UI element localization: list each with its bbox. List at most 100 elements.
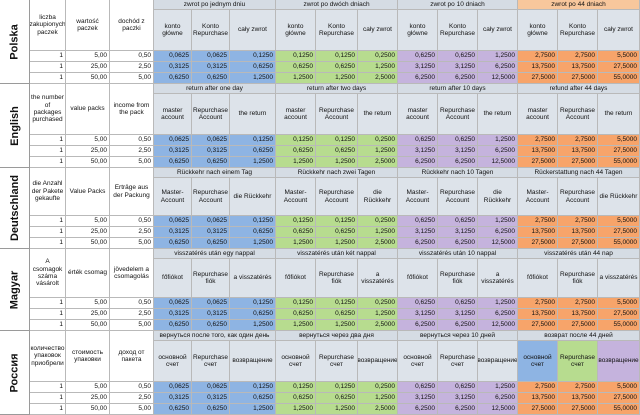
value-cell[interactable]: 2,7500 xyxy=(558,216,598,227)
group-header[interactable]: return after two days xyxy=(276,84,398,94)
packages-count-cell[interactable]: 1 xyxy=(30,298,66,309)
value-cell[interactable]: 0,1250 xyxy=(316,51,358,62)
sub-header[interactable]: a visszatérés xyxy=(478,259,518,298)
value-cell[interactable]: 6,2500 xyxy=(438,73,478,84)
column-header[interactable]: стоимость упаковки xyxy=(66,331,110,382)
value-cell[interactable]: 27,5000 xyxy=(518,157,558,168)
packages-count-cell[interactable]: 1 xyxy=(30,393,66,404)
value-cell[interactable]: 13,7500 xyxy=(558,393,598,404)
value-cell[interactable]: 2,7500 xyxy=(558,382,598,393)
value-cell[interactable]: 0,2500 xyxy=(358,298,398,309)
value-cell[interactable]: 27,5000 xyxy=(518,404,558,415)
value-cell[interactable]: 0,6250 xyxy=(276,227,316,238)
value-cell[interactable]: 3,1250 xyxy=(438,62,478,73)
packages-count-cell[interactable]: 1 xyxy=(30,309,66,320)
sub-header[interactable]: master account xyxy=(276,94,316,135)
value-cell[interactable]: 1,2500 xyxy=(230,404,276,415)
column-header[interactable]: érték csomag xyxy=(66,249,110,298)
column-header[interactable]: A csomagok száma vásárolt xyxy=(30,249,66,298)
group-header[interactable]: Rückerstattung nach 44 Tagen xyxy=(518,168,640,178)
value-cell[interactable]: 3,1250 xyxy=(398,146,438,157)
value-cell[interactable]: 1,2500 xyxy=(316,404,358,415)
value-cell[interactable]: 0,0625 xyxy=(192,51,230,62)
value-cell[interactable]: 1,2500 xyxy=(276,73,316,84)
value-cell[interactable]: 12,5000 xyxy=(478,404,518,415)
value-cell[interactable]: 1,2500 xyxy=(478,216,518,227)
value-cell[interactable]: 6,2500 xyxy=(398,238,438,249)
value-cell[interactable]: 0,6250 xyxy=(316,393,358,404)
value-cell[interactable]: 13,7500 xyxy=(558,62,598,73)
value-cell[interactable]: 0,6250 xyxy=(230,227,276,238)
value-cell[interactable]: 0,6250 xyxy=(276,393,316,404)
sub-header[interactable]: Repurchase fiók xyxy=(558,259,598,298)
value-cell[interactable]: 12,5000 xyxy=(478,157,518,168)
value-cell[interactable]: 0,1250 xyxy=(230,51,276,62)
sub-header[interactable]: the return xyxy=(230,94,276,135)
sub-header[interactable]: Repurchase счет xyxy=(192,341,230,382)
sub-header[interactable]: cały zwrot xyxy=(358,10,398,51)
sub-header[interactable]: die Rückkehr xyxy=(598,178,640,216)
value-cell[interactable]: 0,6250 xyxy=(276,309,316,320)
group-header[interactable]: visszatérés után két nappal xyxy=(276,249,398,259)
group-header[interactable]: zwrot po jednym dniu xyxy=(154,0,276,10)
column-header[interactable]: the number of packages purchased xyxy=(30,84,66,135)
value-cell[interactable]: 1,2500 xyxy=(230,157,276,168)
sub-header[interactable]: возвращение xyxy=(358,341,398,382)
pack-income-cell[interactable]: 2,50 xyxy=(110,227,154,238)
group-header[interactable]: return after 10 days xyxy=(398,84,518,94)
value-cell[interactable]: 1,2500 xyxy=(276,157,316,168)
sub-header[interactable]: основной счет xyxy=(518,341,558,382)
value-cell[interactable]: 1,2500 xyxy=(316,238,358,249)
value-cell[interactable]: 13,7500 xyxy=(518,146,558,157)
value-cell[interactable]: 13,7500 xyxy=(558,227,598,238)
value-cell[interactable]: 27,5000 xyxy=(558,73,598,84)
sub-header[interactable]: Repurchase счет xyxy=(438,341,478,382)
value-cell[interactable]: 0,0625 xyxy=(192,135,230,146)
value-cell[interactable]: 0,2500 xyxy=(358,51,398,62)
value-cell[interactable]: 3,1250 xyxy=(398,227,438,238)
group-header[interactable]: visszatérés után 44 nap xyxy=(518,249,640,259)
value-cell[interactable]: 2,7500 xyxy=(518,216,558,227)
column-header[interactable]: wartość paczek xyxy=(66,0,110,51)
value-cell[interactable]: 0,1250 xyxy=(316,382,358,393)
value-cell[interactable]: 13,7500 xyxy=(518,393,558,404)
pack-income-cell[interactable]: 0,50 xyxy=(110,298,154,309)
group-header[interactable]: visszatérés után egy nappal xyxy=(154,249,276,259)
value-cell[interactable]: 27,5000 xyxy=(518,320,558,331)
value-cell[interactable]: 0,6250 xyxy=(438,135,478,146)
value-cell[interactable]: 3,1250 xyxy=(438,146,478,157)
sub-header[interactable]: Repurchase fiók xyxy=(192,259,230,298)
sub-header[interactable]: cały zwrot xyxy=(598,10,640,51)
value-cell[interactable]: 1,2500 xyxy=(316,320,358,331)
column-header[interactable]: доход от пакета xyxy=(110,331,154,382)
value-cell[interactable]: 0,6250 xyxy=(192,73,230,84)
sub-header[interactable]: Repurchase Account xyxy=(438,178,478,216)
sub-header[interactable]: основной счет xyxy=(154,341,192,382)
value-cell[interactable]: 12,5000 xyxy=(478,320,518,331)
pack-value-cell[interactable]: 5,00 xyxy=(66,135,110,146)
value-cell[interactable]: 5,5000 xyxy=(598,135,640,146)
sub-header[interactable]: Repurchase Account xyxy=(192,94,230,135)
group-header[interactable]: visszatérés után 10 nappal xyxy=(398,249,518,259)
sub-header[interactable]: Repurchase счет xyxy=(558,341,598,382)
value-cell[interactable]: 1,2500 xyxy=(230,73,276,84)
value-cell[interactable]: 0,6250 xyxy=(438,382,478,393)
value-cell[interactable]: 13,7500 xyxy=(518,227,558,238)
value-cell[interactable]: 5,5000 xyxy=(598,216,640,227)
value-cell[interactable]: 27,5000 xyxy=(518,238,558,249)
sub-header[interactable]: Repurchase Account xyxy=(438,94,478,135)
value-cell[interactable]: 1,2500 xyxy=(276,404,316,415)
value-cell[interactable]: 6,2500 xyxy=(478,309,518,320)
sub-header[interactable]: the return xyxy=(598,94,640,135)
value-cell[interactable]: 1,2500 xyxy=(316,157,358,168)
value-cell[interactable]: 2,5000 xyxy=(358,157,398,168)
sub-header[interactable]: the return xyxy=(478,94,518,135)
value-cell[interactable]: 1,2500 xyxy=(478,135,518,146)
value-cell[interactable]: 1,2500 xyxy=(230,238,276,249)
pack-income-cell[interactable]: 0,50 xyxy=(110,51,154,62)
packages-count-cell[interactable]: 1 xyxy=(30,227,66,238)
value-cell[interactable]: 6,2500 xyxy=(398,73,438,84)
group-header[interactable]: вернуться после того, как один день xyxy=(154,331,276,341)
value-cell[interactable]: 0,1250 xyxy=(230,382,276,393)
pack-value-cell[interactable]: 50,00 xyxy=(66,157,110,168)
